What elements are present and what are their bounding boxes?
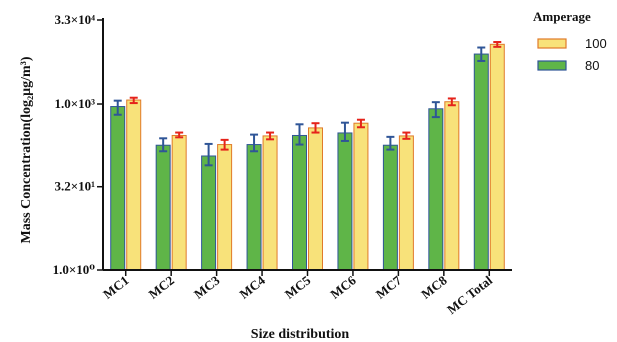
x-tick-label: MC1 <box>100 273 131 302</box>
bar-mc2-series-100 <box>171 134 187 271</box>
error-bar <box>129 96 138 105</box>
x-tick-label: MC5 <box>282 272 314 301</box>
bar-mc1-series-100 <box>126 99 142 271</box>
error-bars <box>113 41 502 167</box>
bar-mc6-series-80 <box>337 132 353 271</box>
bar-mc3-series-100 <box>217 144 233 271</box>
bar-mc5-series-80 <box>292 134 307 271</box>
error-bar <box>250 133 259 153</box>
error-bar <box>431 101 440 119</box>
bar-series <box>110 43 505 271</box>
legend-swatch-80 <box>537 60 567 71</box>
x-tick-label: MC3 <box>191 272 223 301</box>
error-bar <box>311 122 320 134</box>
bar-mc3-series-80 <box>201 155 217 271</box>
legend-title: Amperage <box>533 9 591 24</box>
error-bar <box>447 97 456 107</box>
axes <box>102 18 512 276</box>
legend: Amperage 100 80 <box>533 9 607 73</box>
legend-label-80: 80 <box>585 58 599 73</box>
y-tick-label: 3.2×10¹ <box>54 179 95 194</box>
x-tick-label: MC6 <box>327 272 359 301</box>
error-bar <box>340 121 349 142</box>
bar-mc2-series-80 <box>155 144 171 271</box>
x-tick-label: MC2 <box>146 273 177 302</box>
error-bar <box>266 131 275 141</box>
x-axis-title: Size distribution <box>251 327 350 342</box>
error-bar <box>175 131 184 139</box>
bar-mc1-series-80 <box>110 106 126 271</box>
error-bar <box>113 99 122 116</box>
x-tick-label: MC7 <box>373 272 405 301</box>
bar-mc6-series-100 <box>353 122 369 271</box>
bar-mc7-series-100 <box>398 135 414 271</box>
legend-swatch-100 <box>537 38 567 49</box>
bar-mc-total-series-100 <box>489 43 505 271</box>
x-tick-label: MC4 <box>236 272 268 301</box>
bar-mc-total-series-80 <box>473 53 489 271</box>
x-tick-label: MC8 <box>418 272 450 301</box>
error-bar <box>493 41 502 48</box>
x-tick-label: MC Total <box>444 272 495 317</box>
error-bar <box>477 46 486 62</box>
error-bar <box>356 118 365 129</box>
legend-label-100: 100 <box>585 36 607 51</box>
y-axis-title: Mass Concentration(log₂μg/m³) <box>19 56 34 243</box>
error-bar <box>386 135 395 151</box>
bar-mc8-series-100 <box>444 101 460 271</box>
bar-mc4-series-100 <box>262 135 278 271</box>
error-bar <box>204 142 213 167</box>
error-bar <box>159 137 168 153</box>
bar-mc7-series-80 <box>382 144 398 271</box>
y-tick-label: 3.3×10⁴ <box>54 12 95 27</box>
y-tick-label: 1.0×10³ <box>54 96 95 111</box>
bar-mc8-series-80 <box>428 108 444 271</box>
error-bar <box>402 131 411 140</box>
bar-mc4-series-80 <box>246 144 262 271</box>
bar-mc5-series-100 <box>308 127 323 271</box>
y-tick-label: 1.0×10⁰ <box>53 262 96 277</box>
error-bar <box>295 123 304 146</box>
y-axis-ticks: 1.0×10⁰ 3.2×10¹ 1.0×10³ 3.3×10⁴ <box>53 12 103 277</box>
error-bar <box>220 138 229 151</box>
